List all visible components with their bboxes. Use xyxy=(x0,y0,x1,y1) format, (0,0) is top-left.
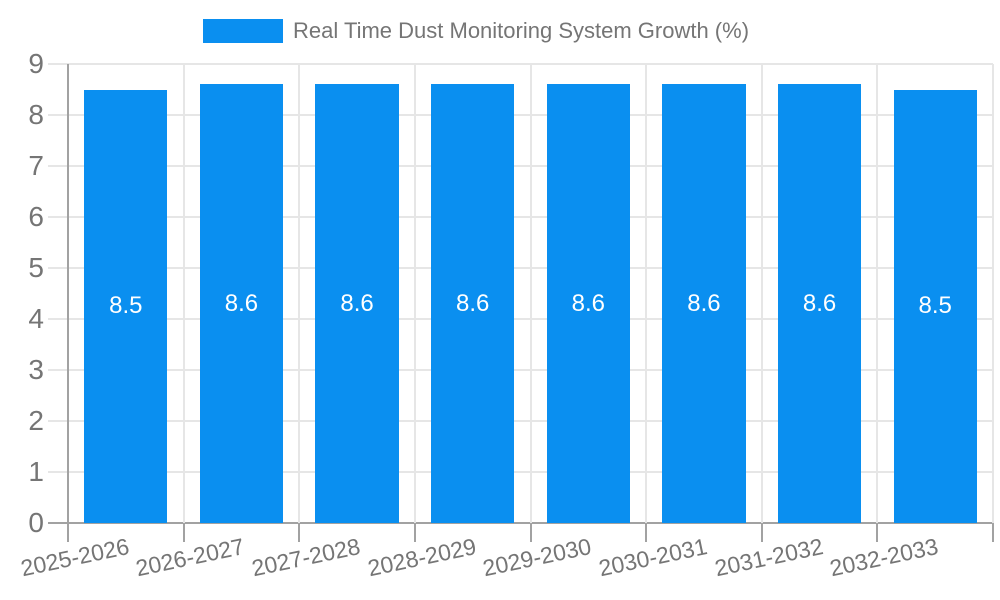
y-gridline xyxy=(48,114,993,116)
y-gridline xyxy=(48,369,993,371)
x-axis-tick xyxy=(413,523,416,542)
x-gridline xyxy=(182,64,185,523)
x-axis-label: 2029-2030 xyxy=(480,533,594,582)
y-axis-label: 8 xyxy=(28,99,44,130)
x-axis-label: 2027-2028 xyxy=(249,533,363,582)
x-axis-label: 2025-2026 xyxy=(18,533,132,582)
x-axis-tick xyxy=(645,523,648,542)
x-axis-tick xyxy=(298,523,301,542)
x-axis-tick xyxy=(760,523,763,542)
x-gridline xyxy=(413,64,416,523)
y-gridline xyxy=(48,471,993,473)
bar-value-label: 8.6 xyxy=(340,289,374,317)
bar-value-label: 8.6 xyxy=(456,289,490,317)
bar[interactable]: 8.5 xyxy=(893,89,977,523)
x-axis-label: 2028-2029 xyxy=(365,533,479,582)
x-gridline xyxy=(992,64,994,523)
bar[interactable]: 8.6 xyxy=(546,84,630,523)
y-gridline xyxy=(48,420,993,422)
x-axis-tick xyxy=(182,523,185,542)
x-gridline xyxy=(298,64,301,523)
y-axis-label: 2 xyxy=(28,405,44,436)
x-axis-tick xyxy=(876,523,879,542)
legend-swatch xyxy=(203,19,283,43)
y-axis-line xyxy=(67,64,69,542)
bar-value-label: 8.6 xyxy=(687,289,721,317)
y-axis-label: 9 xyxy=(28,48,44,79)
bar[interactable]: 8.6 xyxy=(199,84,284,523)
legend-item[interactable]: Real Time Dust Monitoring System Growth … xyxy=(203,19,749,43)
y-axis-label: 6 xyxy=(28,201,44,232)
y-axis-label: 5 xyxy=(28,252,44,283)
bar-value-label: 8.5 xyxy=(109,292,143,320)
y-axis-label: 3 xyxy=(28,354,44,385)
y-gridline xyxy=(48,318,993,320)
y-axis-label: 0 xyxy=(28,507,44,538)
x-gridline xyxy=(760,64,763,523)
x-gridline xyxy=(645,64,648,523)
bar[interactable]: 8.5 xyxy=(84,89,168,523)
x-axis-label: 2030-2031 xyxy=(596,533,710,582)
x-axis-label: 2031-2032 xyxy=(711,533,825,582)
bar-value-label: 8.6 xyxy=(802,289,837,317)
bar[interactable]: 8.6 xyxy=(315,84,399,523)
y-gridline xyxy=(48,216,993,218)
x-gridline xyxy=(876,64,879,523)
legend-label: Real Time Dust Monitoring System Growth … xyxy=(293,18,750,43)
y-gridline xyxy=(48,165,993,167)
y-gridline xyxy=(48,267,993,269)
bar[interactable]: 8.6 xyxy=(431,84,515,523)
y-axis-label: 7 xyxy=(28,150,44,181)
y-gridline xyxy=(48,63,993,65)
x-axis-baseline xyxy=(48,522,993,524)
y-axis-label: 1 xyxy=(28,456,44,487)
bar-value-label: 8.5 xyxy=(918,292,952,320)
x-gridline xyxy=(529,64,532,523)
y-axis-label: 4 xyxy=(28,303,44,334)
bar[interactable]: 8.6 xyxy=(662,84,746,523)
x-axis-label: 2032-2033 xyxy=(827,533,941,582)
bar-value-label: 8.6 xyxy=(224,289,259,317)
bar-value-label: 8.6 xyxy=(571,289,605,317)
x-axis-tick xyxy=(992,523,994,542)
bar[interactable]: 8.6 xyxy=(777,84,862,523)
x-axis-label: 2026-2027 xyxy=(133,533,247,582)
x-axis-tick xyxy=(529,523,532,542)
